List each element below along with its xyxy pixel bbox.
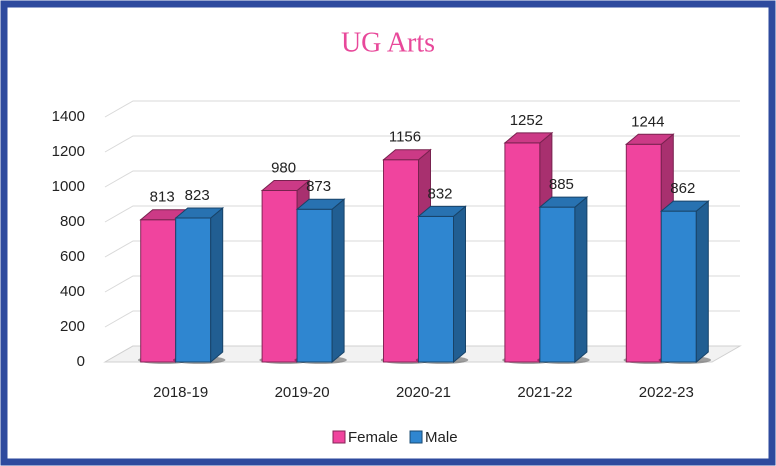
bar-front — [296, 208, 333, 363]
bar — [417, 205, 467, 364]
x-tick-label: 2018-19 — [153, 384, 208, 401]
data-label: 1252 — [510, 112, 543, 129]
bar-front — [539, 206, 576, 363]
bar-top — [538, 196, 589, 208]
bar-front — [261, 190, 298, 363]
y-tick-label: 200 — [60, 318, 85, 335]
bar-side — [210, 206, 224, 364]
legend-label: Male — [425, 429, 458, 446]
bar-top — [503, 132, 554, 144]
y-tick-label: 400 — [60, 283, 85, 300]
bar-front — [418, 215, 454, 363]
data-label: 813 — [150, 189, 175, 206]
bar-front — [383, 159, 419, 363]
bar-top — [659, 200, 710, 212]
legend-swatch — [409, 430, 423, 444]
bar-top — [260, 180, 311, 191]
bar-top — [174, 207, 225, 219]
bar-side — [453, 205, 466, 364]
grid-line — [104, 100, 740, 118]
data-label: 832 — [427, 185, 452, 202]
bar — [174, 206, 225, 364]
x-tick-label: 2019-20 — [275, 384, 330, 401]
bar-front — [175, 217, 212, 363]
x-tick-label: 2021-22 — [517, 384, 572, 401]
chart-title: UG Arts — [341, 27, 435, 58]
data-label: 823 — [185, 187, 210, 204]
y-tick-label: 1400 — [52, 108, 85, 125]
bar-front — [504, 142, 541, 363]
bar-front — [140, 219, 177, 363]
y-tick-label: 0 — [77, 353, 85, 370]
y-tick-label: 600 — [60, 248, 85, 265]
legend-swatch — [332, 430, 346, 444]
bar-side — [331, 198, 345, 364]
data-label: 1156 — [389, 129, 421, 146]
data-label: 980 — [271, 159, 296, 176]
bar-top — [417, 205, 467, 217]
bar-side — [574, 196, 588, 364]
data-label: 1244 — [631, 113, 664, 130]
bar-front — [660, 210, 697, 363]
data-label: 873 — [306, 178, 331, 195]
legend-label: Female — [348, 429, 398, 446]
bar-front — [625, 143, 662, 363]
x-tick-label: 2020-21 — [396, 384, 451, 401]
data-label: 862 — [670, 180, 695, 197]
data-label: 885 — [549, 176, 574, 193]
bar-side — [695, 200, 709, 364]
bar-top — [295, 198, 346, 210]
y-tick-label: 800 — [60, 213, 85, 230]
y-tick-label: 1200 — [52, 143, 85, 160]
bar-top — [382, 149, 432, 161]
y-tick-label: 1000 — [52, 178, 85, 195]
bar-top — [624, 133, 675, 145]
bar — [659, 200, 710, 364]
bar — [538, 196, 589, 364]
x-tick-label: 2022-23 — [639, 384, 694, 401]
bar — [295, 198, 346, 364]
